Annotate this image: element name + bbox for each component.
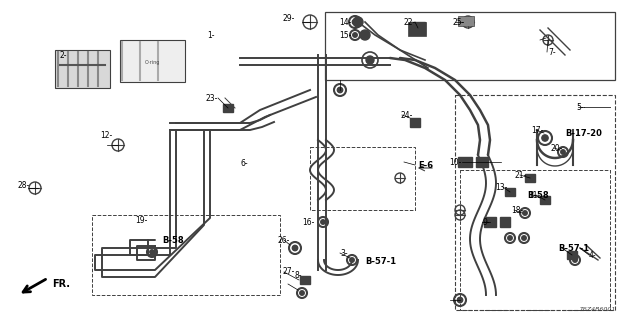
Text: 17-: 17- xyxy=(532,125,544,134)
Circle shape xyxy=(542,135,548,141)
Text: B-58: B-58 xyxy=(527,190,548,199)
Bar xyxy=(410,117,420,126)
Bar xyxy=(408,22,426,36)
Text: B-57-1: B-57-1 xyxy=(365,258,396,267)
Text: 4-: 4- xyxy=(588,251,596,260)
Circle shape xyxy=(353,33,357,37)
Text: 15-: 15- xyxy=(340,30,352,39)
Circle shape xyxy=(360,30,370,40)
Bar xyxy=(411,22,425,34)
Text: 13-: 13- xyxy=(495,182,508,191)
Bar xyxy=(484,217,496,227)
Text: 5-: 5- xyxy=(577,102,584,111)
Circle shape xyxy=(321,220,325,224)
Text: 27-: 27- xyxy=(283,268,295,276)
Text: 12-: 12- xyxy=(100,131,112,140)
Bar xyxy=(500,217,510,227)
Text: E-6: E-6 xyxy=(418,161,433,170)
Text: 11-: 11- xyxy=(528,190,540,199)
Bar xyxy=(540,196,550,204)
Bar xyxy=(567,251,577,259)
Text: 21-: 21- xyxy=(515,171,527,180)
Text: 1-: 1- xyxy=(207,30,215,39)
Circle shape xyxy=(561,150,565,154)
Text: 22-: 22- xyxy=(404,18,416,27)
Bar xyxy=(55,50,110,88)
Bar xyxy=(120,40,185,82)
Text: 28-: 28- xyxy=(18,180,30,189)
Text: 3-: 3- xyxy=(340,249,348,258)
Text: 23-: 23- xyxy=(205,93,218,102)
Bar xyxy=(223,104,233,112)
Circle shape xyxy=(573,258,577,262)
Text: 18-: 18- xyxy=(511,205,523,214)
Text: 25-: 25- xyxy=(452,18,465,27)
Text: 19-: 19- xyxy=(136,215,148,225)
Circle shape xyxy=(353,17,363,27)
Text: 29-: 29- xyxy=(283,13,295,22)
Circle shape xyxy=(352,19,358,25)
Circle shape xyxy=(337,87,342,93)
Circle shape xyxy=(458,297,463,303)
Text: 8-: 8- xyxy=(294,270,302,279)
Bar xyxy=(458,157,472,167)
Text: B-57-1: B-57-1 xyxy=(558,244,589,252)
Circle shape xyxy=(300,291,304,295)
Circle shape xyxy=(150,250,154,254)
Text: 7-: 7- xyxy=(548,47,556,57)
Text: 26-: 26- xyxy=(278,236,290,244)
Bar xyxy=(458,16,474,26)
Circle shape xyxy=(366,56,374,64)
Text: B-17-20: B-17-20 xyxy=(565,129,602,138)
Text: O-ring: O-ring xyxy=(144,60,160,65)
Text: 20-: 20- xyxy=(550,143,563,153)
Circle shape xyxy=(508,236,512,240)
Text: 14-: 14- xyxy=(340,18,352,27)
Text: T6Z4B6001: T6Z4B6001 xyxy=(580,307,616,312)
Bar xyxy=(525,174,535,182)
Circle shape xyxy=(522,236,526,240)
Bar xyxy=(505,188,515,196)
Text: 10-: 10- xyxy=(450,157,462,166)
Text: 6-: 6- xyxy=(241,158,248,167)
Bar xyxy=(300,276,310,284)
Text: 2-: 2- xyxy=(60,51,67,60)
Circle shape xyxy=(349,258,355,262)
Text: 9-: 9- xyxy=(483,218,490,227)
Circle shape xyxy=(292,245,298,251)
Text: 16-: 16- xyxy=(303,218,315,227)
Bar xyxy=(476,157,488,167)
Text: 24-: 24- xyxy=(401,110,413,119)
Circle shape xyxy=(523,211,527,215)
Text: FR.: FR. xyxy=(52,279,70,289)
Text: B-58: B-58 xyxy=(162,236,184,244)
